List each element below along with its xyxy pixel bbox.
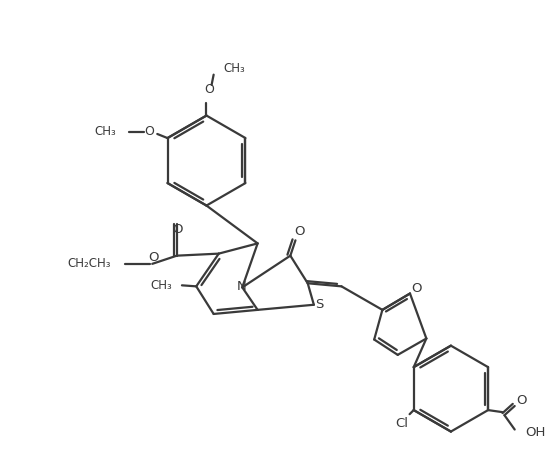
Text: Cl: Cl bbox=[395, 417, 408, 430]
Text: O: O bbox=[144, 125, 154, 138]
Text: CH₃: CH₃ bbox=[95, 125, 117, 138]
Text: CH₂CH₃: CH₂CH₃ bbox=[68, 258, 111, 270]
Text: CH₃: CH₃ bbox=[150, 279, 172, 292]
Text: N: N bbox=[236, 280, 246, 293]
Text: O: O bbox=[516, 394, 527, 407]
Text: O: O bbox=[173, 223, 183, 235]
Text: OH: OH bbox=[525, 426, 545, 439]
Text: O: O bbox=[205, 83, 214, 97]
Text: O: O bbox=[294, 225, 305, 238]
Text: O: O bbox=[148, 251, 158, 264]
Text: S: S bbox=[315, 298, 323, 311]
Text: CH₃: CH₃ bbox=[224, 62, 246, 75]
Text: O: O bbox=[411, 282, 421, 295]
